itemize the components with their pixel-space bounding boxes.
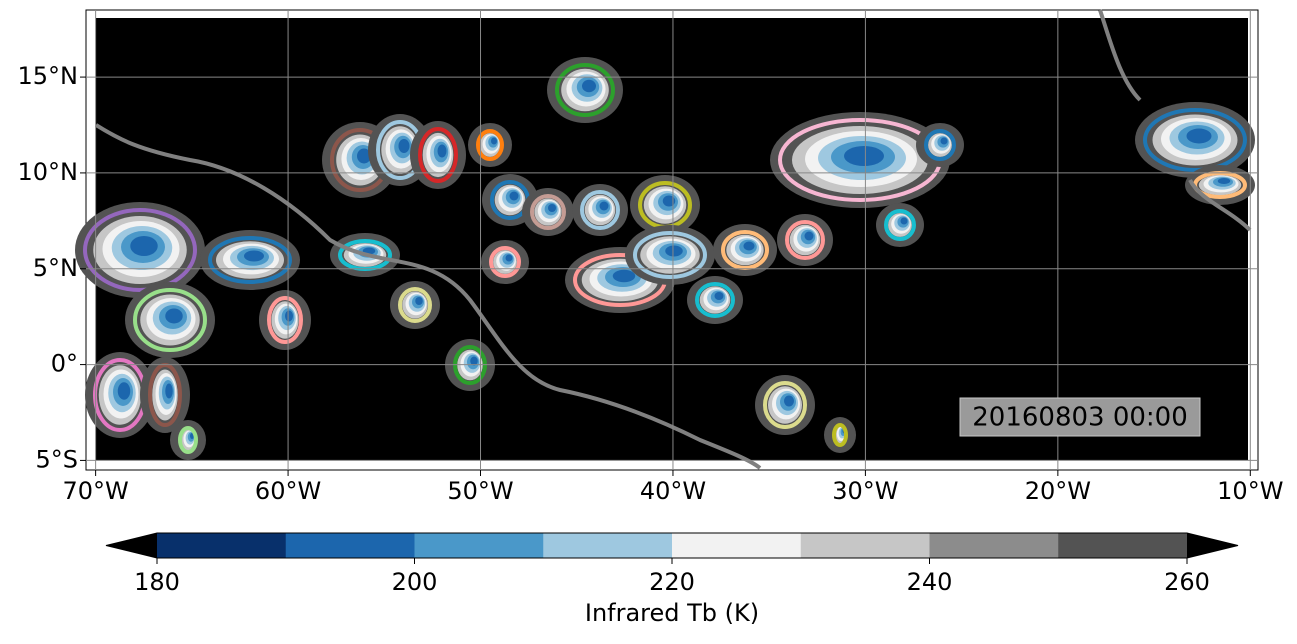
cloud-contour <box>489 246 521 278</box>
cloud-contour <box>763 381 807 429</box>
colorbar-segment <box>800 533 930 558</box>
colorbar-label: Infrared Tb (K) <box>585 599 759 627</box>
cloud-shade <box>844 146 884 166</box>
timestamp-box <box>959 397 1201 437</box>
colorbar-extend-high <box>1187 533 1238 558</box>
cloud-shade <box>900 217 908 225</box>
x-tick-label: 50°W <box>447 477 513 505</box>
cloud-shade <box>1186 128 1212 144</box>
cloud-contour <box>1143 108 1247 172</box>
x-tick-label: 40°W <box>640 477 706 505</box>
colorbar-segment <box>285 533 415 558</box>
cloud-contour <box>924 129 956 161</box>
colorbar-extend-low <box>106 533 157 558</box>
cloud-shade <box>415 297 423 305</box>
colorbar-tick-label: 200 <box>392 568 438 596</box>
cloud-shade <box>398 139 410 153</box>
cloud-contour <box>418 127 458 183</box>
colorbar-segment <box>672 533 802 558</box>
colorbar-segment <box>414 533 544 558</box>
cloud-contour <box>832 423 848 447</box>
coastline <box>94 123 762 470</box>
cloud-shade <box>804 231 814 241</box>
x-tick-label: 60°W <box>255 477 321 505</box>
grid <box>86 10 1258 470</box>
colorbar-tick-label: 180 <box>134 568 180 596</box>
cloud-shade <box>940 137 948 145</box>
cloud-shade <box>548 204 556 212</box>
x-tick-label: 20°W <box>1025 477 1091 505</box>
cloud-contour <box>785 220 825 260</box>
colorbar-tick-label: 220 <box>649 568 695 596</box>
cloud-contour <box>633 231 707 279</box>
cloud-shade <box>130 236 158 256</box>
cloud-shade <box>784 395 794 407</box>
cloud-shade <box>165 308 183 324</box>
cloud-shade <box>743 241 755 251</box>
cloud-shade <box>244 250 264 262</box>
colorbar-tick-label: 240 <box>907 568 953 596</box>
cloud-shade <box>599 201 609 211</box>
y-tick-label: 5°S <box>35 445 78 473</box>
cloud-shade <box>714 292 724 300</box>
cloud-shade <box>470 356 478 366</box>
timestamp: 20160803 00:00 <box>972 403 1188 433</box>
colorbar-segment <box>543 533 673 558</box>
coastline <box>1098 9 1252 232</box>
cloud-shade <box>491 137 497 145</box>
cloud-shade <box>582 79 596 93</box>
cloud-contour <box>267 296 303 344</box>
cloud-contour <box>721 230 769 270</box>
cloud-contour <box>133 288 207 352</box>
cloud-shade <box>285 310 293 322</box>
cloud-shade <box>612 269 636 283</box>
cloud-shade <box>505 254 513 262</box>
cloud-shade <box>165 383 173 399</box>
cloud-clusters <box>75 57 1255 460</box>
y-tick-label: 0° <box>51 350 78 378</box>
x-tick-label: 70°W <box>62 477 128 505</box>
x-tick-label: 30°W <box>832 477 898 505</box>
cloud-shade <box>357 148 371 164</box>
colorbar-segment <box>1058 533 1188 558</box>
cloud-shade <box>509 191 519 201</box>
cloud-shade <box>662 195 676 207</box>
colorbar-segment <box>157 533 287 558</box>
cloud-contour <box>178 426 198 454</box>
y-tick-label: 15°N <box>18 62 79 90</box>
cloud-contour <box>580 190 620 230</box>
y-tick-label: 5°N <box>33 254 78 282</box>
cloud-contour <box>695 282 735 318</box>
cloud-contour <box>208 236 292 284</box>
colorbar: 180 200 220 240 260 <box>105 532 1239 596</box>
cloud-shade <box>117 382 131 400</box>
colorbar-tick-label: 260 <box>1164 568 1210 596</box>
cloud-contour <box>398 287 432 323</box>
y-tick-label: 10°N <box>18 158 79 186</box>
cloud-shade <box>437 144 447 158</box>
cloud-contour <box>476 129 504 161</box>
x-tick-label: 10°W <box>1217 477 1283 505</box>
cloud-contour <box>555 63 615 117</box>
cloud-contour <box>884 209 916 241</box>
cloud-contour <box>530 194 566 230</box>
cloud-shade <box>1217 178 1231 184</box>
cloud-shade <box>665 245 683 257</box>
colorbar-segment <box>929 533 1059 558</box>
cloud-contour <box>83 208 197 292</box>
